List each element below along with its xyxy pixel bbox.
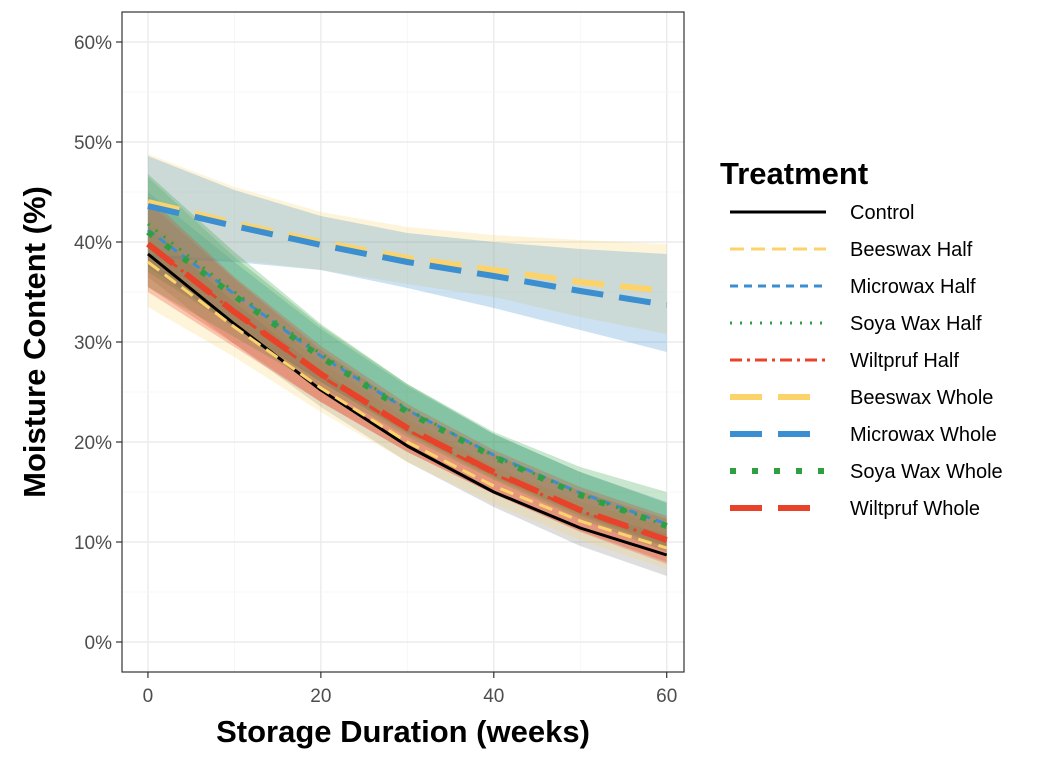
confidence-band	[147, 227, 667, 576]
confidence-band	[147, 202, 667, 562]
legend-label: Microwax Whole	[850, 424, 997, 446]
confidence-band	[147, 156, 667, 352]
confidence-band	[147, 154, 667, 334]
series-line	[146, 229, 668, 529]
legend-label: Soya Wax Whole	[850, 461, 1003, 483]
y-tick-label: 60%	[74, 33, 112, 54]
y-tick-label: 50%	[74, 133, 112, 154]
y-tick-label: 30%	[74, 333, 112, 354]
y-tick-label: 40%	[74, 233, 112, 254]
y-tick-label: 0%	[85, 633, 113, 654]
legend-label: Beeswax Whole	[850, 387, 993, 409]
confidence-bands	[147, 154, 667, 576]
legend-label: Soya Wax Half	[850, 313, 982, 335]
legend-label: Beeswax Half	[850, 239, 973, 261]
confidence-band	[147, 217, 667, 569]
legend: Treatment Control Beeswax Half Microwax Ha…	[720, 156, 1003, 520]
x-tick-label: 20	[310, 686, 331, 707]
y-tick-label: 20%	[74, 433, 112, 454]
grid	[122, 12, 684, 672]
confidence-band	[147, 177, 667, 548]
y-tick-label: 10%	[74, 533, 112, 554]
series-line	[146, 241, 668, 543]
series-lines	[146, 199, 668, 557]
x-tick-label: 40	[483, 686, 504, 707]
y-axis: 0% 10% 20% 30% 40% 50% 60%	[74, 33, 122, 654]
series-line	[146, 252, 668, 557]
legend-label: Wiltpruf Whole	[850, 498, 980, 520]
series-line	[147, 203, 668, 308]
x-axis-title: Storage Duration (weeks)	[216, 714, 590, 749]
confidence-band	[147, 192, 667, 546]
x-tick-label: 60	[656, 686, 677, 707]
confidence-band	[147, 174, 667, 552]
series-line	[147, 199, 668, 294]
legend-label: Control	[850, 202, 914, 224]
legend-label: Wiltpruf Half	[850, 350, 959, 372]
x-axis: 0 20 40 60	[143, 672, 677, 707]
series-line	[147, 260, 668, 550]
legend-title: Treatment	[720, 156, 868, 191]
x-tick-label: 0	[143, 686, 154, 707]
legend-label: Microwax Half	[850, 276, 976, 298]
y-axis-title: Moisture Content (%)	[17, 186, 52, 498]
confidence-band	[147, 197, 667, 564]
